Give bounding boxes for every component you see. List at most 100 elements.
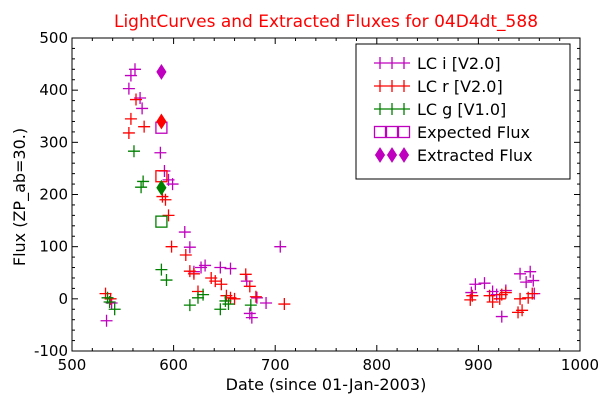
x-axis-label: Date (since 01-Jan-2003) <box>226 375 427 394</box>
data-point <box>214 261 227 274</box>
y-axis-label: Flux (ZP_ab=30.) <box>10 128 30 266</box>
x-tick-label: 1000 <box>561 356 599 374</box>
data-point <box>243 280 256 293</box>
legend-marker <box>374 147 386 163</box>
data-point <box>124 112 137 125</box>
data-point <box>215 278 228 291</box>
x-tick-label: 800 <box>362 356 391 374</box>
data-point <box>222 298 235 311</box>
data-point <box>187 267 200 280</box>
data-point <box>103 295 116 308</box>
data-point <box>162 209 175 222</box>
data-point <box>191 291 204 304</box>
data-point <box>159 193 172 206</box>
data-point <box>136 102 149 115</box>
data-point <box>228 292 241 305</box>
data-point <box>478 277 491 290</box>
data-point <box>183 241 196 254</box>
legend-label: LC i [V2.0] <box>417 54 501 73</box>
data-point <box>108 303 121 316</box>
data-point <box>122 82 135 95</box>
legend-marker <box>385 125 399 139</box>
data-point <box>244 299 257 312</box>
data-point <box>520 276 533 289</box>
data-point <box>166 178 179 191</box>
data-point <box>183 299 196 312</box>
extracted-flux-point <box>156 113 167 130</box>
legend-label: Extracted Flux <box>417 146 533 165</box>
legend-label: LC r [V2.0] <box>417 77 503 96</box>
data-point <box>278 298 291 311</box>
y-tick-label: 100 <box>39 238 68 256</box>
legend-marker <box>398 103 410 115</box>
data-point <box>155 263 168 276</box>
expected-flux-markers <box>155 121 168 228</box>
data-point <box>124 69 137 82</box>
data-point <box>483 289 496 302</box>
extracted-flux-point <box>156 179 167 196</box>
data-point <box>122 126 135 139</box>
legend-item: LC g [V1.0] <box>374 100 506 119</box>
extracted-flux-markers <box>156 63 167 196</box>
legend-marker <box>386 57 398 69</box>
data-point <box>527 274 540 287</box>
legend-marker <box>386 147 398 163</box>
data-point <box>526 287 539 300</box>
chart-title: LightCurves and Extracted Fluxes for 04D… <box>114 12 538 32</box>
data-point <box>127 145 140 158</box>
legend-marker <box>398 147 410 163</box>
legend-item: Expected Flux <box>373 123 530 142</box>
series-g <box>101 145 257 316</box>
legend-marker <box>373 125 387 139</box>
data-point <box>486 295 499 308</box>
x-tick-label: 500 <box>58 356 87 374</box>
data-point <box>209 275 222 288</box>
y-tick-label: 300 <box>39 133 68 151</box>
data-point <box>465 286 478 299</box>
legend-item: LC r [V2.0] <box>374 77 503 96</box>
legend-marker <box>398 80 410 92</box>
data-point <box>499 286 512 299</box>
legend-marker <box>374 57 386 69</box>
data-point <box>137 175 150 188</box>
legend-marker <box>398 57 410 69</box>
data-point <box>100 314 113 327</box>
plot-area <box>99 63 541 327</box>
data-point <box>138 120 151 133</box>
data-point <box>524 265 537 278</box>
legend-item: LC i [V2.0] <box>374 54 501 73</box>
data-point <box>514 267 527 280</box>
data-point <box>466 289 479 302</box>
extracted-flux-point <box>156 63 167 80</box>
expected-flux-point <box>155 215 168 228</box>
y-tick-label: 400 <box>39 81 68 99</box>
data-point <box>178 226 191 239</box>
data-point <box>128 63 141 76</box>
data-point <box>469 278 482 291</box>
legend: LC i [V2.0] LC r [V2.0] LC g [V1.0] Expecte… <box>355 43 571 180</box>
data-point <box>130 93 143 106</box>
data-point <box>224 262 237 275</box>
data-point <box>249 290 262 303</box>
data-point <box>250 291 263 304</box>
data-point <box>219 294 232 307</box>
data-point <box>245 311 258 324</box>
data-point <box>260 297 273 310</box>
x-tick-label: 700 <box>261 356 290 374</box>
legend-marker <box>397 125 411 139</box>
data-point <box>240 275 253 288</box>
axes: 500 600 700 800 900 1000 -100 0 100 200 300 400 500 <box>34 29 599 374</box>
data-point <box>239 268 252 281</box>
legend-marker <box>386 80 398 92</box>
y-tick-label: -100 <box>34 342 68 360</box>
data-point <box>160 274 173 287</box>
data-point <box>274 240 287 253</box>
data-point <box>135 181 148 194</box>
legend-item: Extracted Flux <box>374 146 533 165</box>
data-point <box>104 292 117 305</box>
data-point <box>214 303 227 316</box>
series-r <box>99 93 539 319</box>
legend-label: Expected Flux <box>417 123 530 142</box>
data-point <box>199 259 212 272</box>
